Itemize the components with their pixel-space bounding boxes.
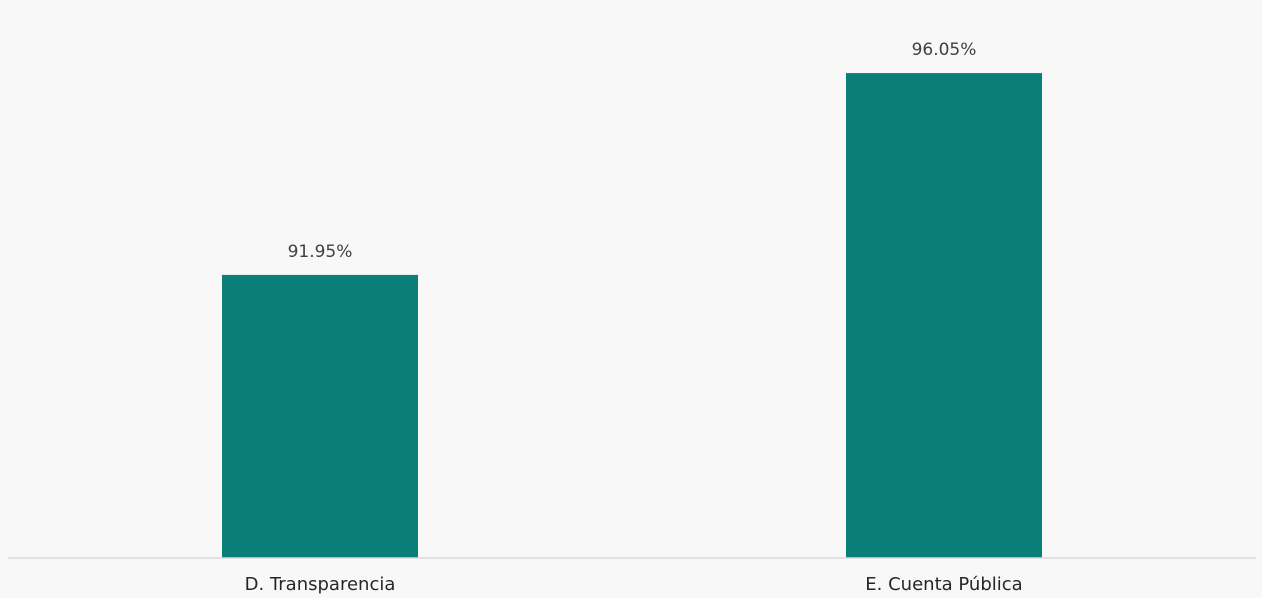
x-tick-labels-group: D. Transparencia E. Cuenta Pública [245, 574, 1023, 595]
x-tick-label-0: D. Transparencia [245, 574, 396, 595]
bar-1 [846, 73, 1042, 559]
data-labels-group: 91.95% 96.05% [288, 40, 977, 262]
data-label-1: 96.05% [912, 40, 977, 60]
data-label-0: 91.95% [288, 242, 353, 262]
bars-group [222, 73, 1042, 559]
bar-0 [222, 274, 418, 558]
x-tick-label-1: E. Cuenta Pública [865, 574, 1022, 595]
